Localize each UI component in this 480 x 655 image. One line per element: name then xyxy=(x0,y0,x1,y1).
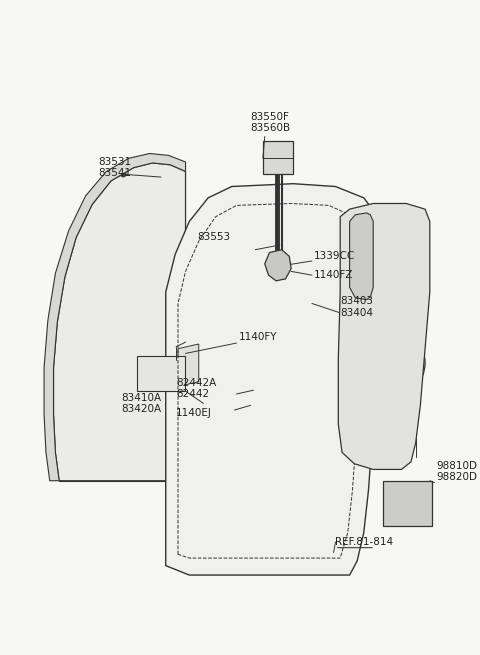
Text: 83403
83404: 83403 83404 xyxy=(340,297,373,318)
Polygon shape xyxy=(53,163,186,481)
Text: 83410A
83420A: 83410A 83420A xyxy=(121,392,162,414)
Polygon shape xyxy=(265,250,291,281)
Circle shape xyxy=(120,172,126,177)
Polygon shape xyxy=(338,204,430,470)
Circle shape xyxy=(279,263,285,269)
Text: 1140FZ: 1140FZ xyxy=(314,270,353,280)
Circle shape xyxy=(274,260,282,268)
Text: 98810D
98820D: 98810D 98820D xyxy=(436,460,478,482)
Circle shape xyxy=(369,342,410,384)
Bar xyxy=(383,481,432,526)
Text: 83531
83541: 83531 83541 xyxy=(98,157,131,178)
Text: 83550F
83560B: 83550F 83560B xyxy=(251,111,291,133)
Polygon shape xyxy=(349,213,373,300)
Circle shape xyxy=(330,549,337,556)
Circle shape xyxy=(172,356,180,364)
Text: 1339CC: 1339CC xyxy=(314,252,355,261)
Polygon shape xyxy=(178,344,199,386)
Text: 1140FY: 1140FY xyxy=(239,332,277,343)
Text: REF.81-814: REF.81-814 xyxy=(336,537,394,547)
Polygon shape xyxy=(44,153,186,481)
Circle shape xyxy=(341,395,350,404)
Text: 1140EJ: 1140EJ xyxy=(176,408,212,418)
Polygon shape xyxy=(166,183,383,575)
Polygon shape xyxy=(137,356,185,391)
Text: 82442A
82442: 82442A 82442 xyxy=(176,377,216,399)
Circle shape xyxy=(192,347,200,354)
Text: 83553: 83553 xyxy=(197,233,230,242)
Circle shape xyxy=(353,327,425,399)
Polygon shape xyxy=(263,141,293,174)
Circle shape xyxy=(183,350,188,356)
